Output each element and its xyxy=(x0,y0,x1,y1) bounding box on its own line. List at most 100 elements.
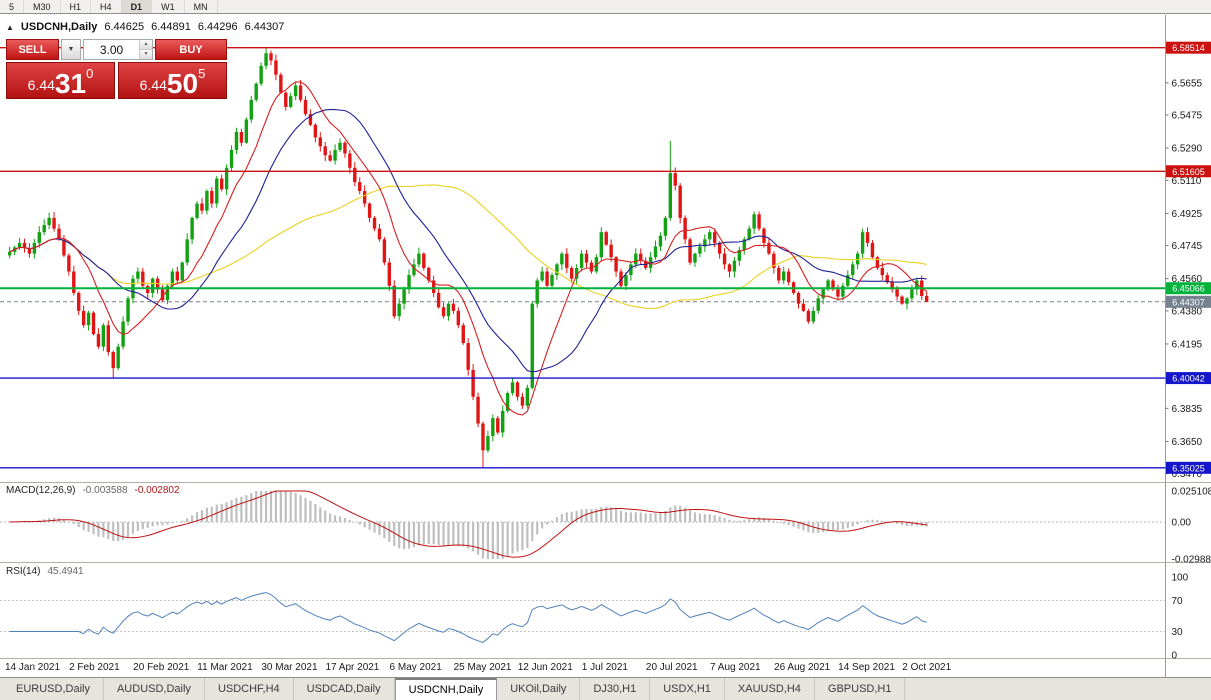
price-axis-tick-label: 6.5475 xyxy=(1172,111,1203,122)
candle-body xyxy=(540,271,544,281)
candle-body xyxy=(786,271,791,283)
candle-body xyxy=(353,167,357,183)
timeframe-button-MN[interactable]: MN xyxy=(185,0,218,13)
candle-body xyxy=(727,264,732,272)
candle-body xyxy=(239,132,244,143)
price-axis-tick-label: 6.3835 xyxy=(1172,404,1203,415)
price-axis-tick-label: 6.5290 xyxy=(1172,144,1203,155)
candle-body xyxy=(535,280,539,304)
date-axis-label: 20 Feb 2021 xyxy=(133,662,190,673)
candle-body xyxy=(318,137,322,147)
candle-body xyxy=(747,228,751,240)
candle-body xyxy=(86,312,91,326)
chart-tab-usdcad[interactable]: USDCAD,Daily xyxy=(294,678,395,700)
candle-body xyxy=(816,298,820,311)
candle-body xyxy=(663,217,668,236)
candle-body xyxy=(668,173,673,218)
chart-tab-ukoil[interactable]: UKOil,Daily xyxy=(497,678,581,700)
candle-body xyxy=(841,285,845,297)
volume-dropdown-button[interactable]: ▼ xyxy=(61,39,81,60)
volume-input[interactable] xyxy=(84,40,139,59)
date-axis-label: 17 Apr 2021 xyxy=(325,662,379,673)
volume-increase-button[interactable]: ▲ xyxy=(140,40,152,50)
candle-body xyxy=(377,228,382,240)
volume-decrease-button[interactable]: ▼ xyxy=(140,50,152,59)
chart-tab-gbpusd[interactable]: GBPUSD,H1 xyxy=(815,678,906,700)
trade-panel-toggle-icon[interactable]: ▲ xyxy=(6,22,14,32)
sell-button[interactable]: SELL xyxy=(6,39,59,60)
candle-body xyxy=(752,214,756,229)
buy-button[interactable]: BUY xyxy=(155,39,227,60)
candle-body xyxy=(170,271,175,286)
sell-price-display[interactable]: 6.44 31 0 xyxy=(6,62,115,99)
level-price-label xyxy=(1166,41,1211,54)
timeframe-button-D1[interactable]: D1 xyxy=(121,0,153,13)
date-axis-label: 11 Mar 2021 xyxy=(197,662,253,673)
candle-body xyxy=(298,85,303,100)
candle-body xyxy=(136,271,140,279)
candle-body xyxy=(441,307,446,317)
chart-tab-audusd[interactable]: AUDUSD,Daily xyxy=(104,678,205,700)
buy-price-display[interactable]: 6.44 50 5 xyxy=(118,62,227,99)
candle-body xyxy=(895,289,899,297)
timeframe-button-M30[interactable]: M30 xyxy=(24,0,61,13)
candle-body xyxy=(367,203,372,218)
candle-body xyxy=(259,65,263,84)
slow-ma-line xyxy=(9,184,927,310)
candle-body xyxy=(116,346,120,369)
candle-body xyxy=(708,232,712,240)
chart-tab-usdcnh[interactable]: USDCNH,Daily xyxy=(394,678,498,700)
date-axis-label: 14 Jan 2021 xyxy=(5,662,60,673)
buy-price-point: 5 xyxy=(198,66,206,81)
chart-canvas[interactable]: 6.5655 6.5475 6.5290 6.5110 6.4925 6.4745 6.45… xyxy=(0,15,1211,677)
price-axis-tick-label: 6.4380 xyxy=(1172,306,1203,317)
candle-body xyxy=(890,282,894,290)
date-axis-label: 12 Jun 2021 xyxy=(518,662,573,673)
timeframe-button-W1[interactable]: W1 xyxy=(152,0,185,13)
candle-body xyxy=(264,53,268,66)
candle-body xyxy=(150,278,155,293)
sell-price-point: 0 xyxy=(86,66,94,81)
candle-body xyxy=(589,262,594,272)
candle-body xyxy=(293,85,298,97)
candle-body xyxy=(870,242,875,258)
chart-region: 6.5655 6.5475 6.5290 6.5110 6.4925 6.4745 6.45… xyxy=(0,15,1211,677)
timeframe-button-H1[interactable]: H1 xyxy=(61,0,92,13)
timeframe-button-H4[interactable]: H4 xyxy=(91,0,122,13)
candle-body xyxy=(313,124,318,138)
rsi-axis-label: 70 xyxy=(1172,596,1184,607)
candle-body xyxy=(96,334,101,347)
timeframe-toolbar: 5 M30 H1 H4 D1 W1 MN xyxy=(0,0,1211,14)
level-price-label xyxy=(1166,295,1211,308)
level-price-label-text: 6.35025 xyxy=(1172,463,1205,473)
candle-body xyxy=(126,298,130,322)
timeframe-button-5[interactable]: 5 xyxy=(0,0,25,13)
rsi-axis-label: 100 xyxy=(1172,573,1189,584)
date-axis-label: 1 Jul 2021 xyxy=(582,662,629,673)
candle-body xyxy=(284,92,288,107)
chart-tab-usdx[interactable]: USDX,H1 xyxy=(650,678,725,700)
candle-body xyxy=(900,296,904,304)
level-price-label-text: 6.51605 xyxy=(1172,167,1205,177)
chart-tab-xauusd[interactable]: XAUUSD,H4 xyxy=(725,678,815,700)
candle-body xyxy=(42,225,46,233)
candle-body xyxy=(806,310,811,322)
candle-body xyxy=(846,275,850,286)
rsi-line xyxy=(9,592,927,643)
candle-body xyxy=(446,303,451,317)
candle-body xyxy=(614,257,618,272)
chart-tab-dj30[interactable]: DJ30,H1 xyxy=(580,678,651,700)
candle-body xyxy=(141,271,145,286)
sell-price-pips: 31 xyxy=(54,68,87,100)
price-axis-tick-label: 6.4745 xyxy=(1172,241,1203,252)
rsi-axis-label: 30 xyxy=(1172,627,1184,638)
chart-tabs-bar: EURUSD,Daily AUDUSD,Daily USDCHF,H4 USDCAD,… xyxy=(0,677,1211,700)
candle-body xyxy=(392,285,396,317)
chart-tab-eurusd[interactable]: EURUSD,Daily xyxy=(3,678,104,700)
macd-axis-label: 0.025108 xyxy=(1172,487,1211,498)
chart-tab-usdchf[interactable]: USDCHF,H4 xyxy=(205,678,294,700)
candle-body xyxy=(678,185,682,218)
chevron-down-icon: ▼ xyxy=(67,46,75,53)
candle-body xyxy=(77,292,81,311)
candle-body xyxy=(801,303,806,311)
